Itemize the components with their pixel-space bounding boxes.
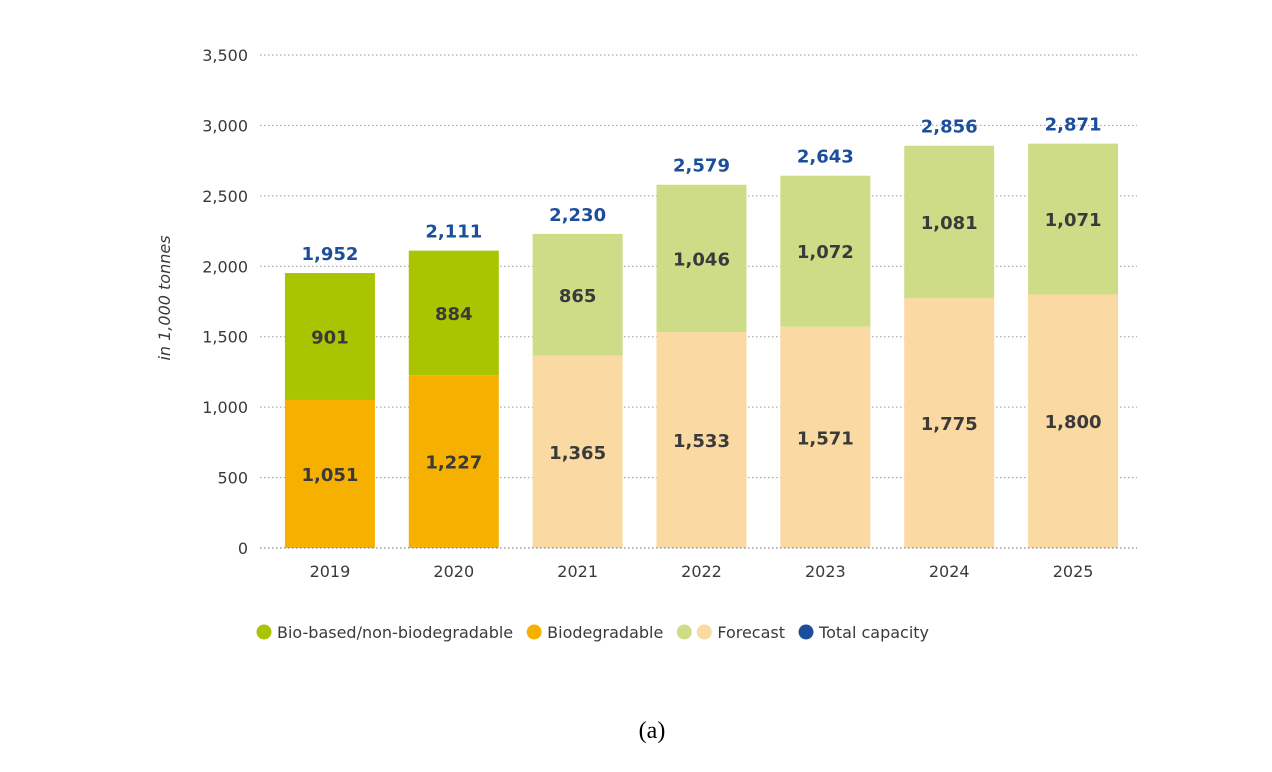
bar-bio-based bbox=[284, 273, 375, 400]
data-label-biodegradable: 1,775 bbox=[921, 414, 978, 435]
figure-caption: (a) bbox=[639, 718, 666, 744]
y-tick-label: 3,500 bbox=[202, 46, 248, 65]
bar-biodegradable bbox=[1028, 294, 1119, 548]
data-label-bio-based: 1,071 bbox=[1045, 210, 1102, 231]
legend-marker bbox=[798, 624, 814, 640]
legend-label: Forecast bbox=[717, 623, 785, 642]
legend-marker bbox=[676, 624, 692, 640]
y-axis-ticks: 0 500 1,000 1,500 2,000 2,500 3,000 3,500 bbox=[202, 46, 248, 558]
y-tick-label: 2,500 bbox=[202, 187, 248, 206]
bar-biodegradable bbox=[780, 326, 871, 548]
legend-marker bbox=[696, 624, 712, 640]
bar-biodegradable bbox=[532, 355, 623, 548]
data-label-biodegradable: 1,800 bbox=[1045, 412, 1102, 433]
y-tick-label: 2,000 bbox=[202, 257, 248, 276]
x-tick-label: 2025 bbox=[1053, 562, 1094, 581]
bar-biodegradable bbox=[656, 332, 747, 548]
data-label-total: 1,952 bbox=[301, 244, 358, 265]
x-tick-label: 2019 bbox=[310, 562, 351, 581]
legend: Bio-based/non-biodegradable Biodegradable… bbox=[256, 623, 929, 642]
x-tick-label: 2023 bbox=[805, 562, 846, 581]
legend-marker bbox=[526, 624, 542, 640]
data-label-total: 2,230 bbox=[549, 205, 606, 226]
x-axis-ticks: 2019 2020 2021 2022 2023 2024 2025 bbox=[310, 562, 1094, 581]
y-tick-label: 1,500 bbox=[202, 328, 248, 347]
data-label-biodegradable: 1,533 bbox=[673, 431, 730, 452]
bar-bio-based bbox=[656, 184, 747, 333]
y-tick-label: 1,000 bbox=[202, 398, 248, 417]
data-label-biodegradable: 1,051 bbox=[301, 465, 358, 486]
bars: 1,051 901 1,952 1,227 884 2,111 1,365 865 2,230 1… bbox=[284, 115, 1119, 548]
x-tick-label: 2024 bbox=[929, 562, 970, 581]
bar-bio-based bbox=[532, 233, 623, 356]
x-tick-label: 2020 bbox=[433, 562, 474, 581]
legend-label: Biodegradable bbox=[547, 623, 663, 642]
y-tick-label: 3,000 bbox=[202, 116, 248, 135]
x-tick-label: 2022 bbox=[681, 562, 722, 581]
data-label-total: 2,111 bbox=[425, 222, 482, 243]
legend-marker bbox=[256, 624, 272, 640]
y-tick-label: 500 bbox=[217, 469, 248, 488]
legend-label: Bio-based/non-biodegradable bbox=[277, 623, 513, 642]
legend-label: Total capacity bbox=[818, 623, 929, 642]
data-label-total: 2,871 bbox=[1045, 115, 1102, 136]
data-label-bio-based: 865 bbox=[559, 286, 597, 307]
data-label-total: 2,643 bbox=[797, 147, 854, 168]
data-label-bio-based: 901 bbox=[311, 328, 349, 349]
data-label-bio-based: 1,081 bbox=[921, 213, 978, 234]
bar-biodegradable bbox=[408, 375, 499, 548]
data-label-total: 2,579 bbox=[673, 156, 730, 177]
data-label-biodegradable: 1,227 bbox=[425, 453, 482, 474]
data-label-bio-based: 884 bbox=[435, 304, 473, 325]
bar-bio-based bbox=[904, 145, 995, 298]
data-label-biodegradable: 1,365 bbox=[549, 443, 606, 464]
x-tick-label: 2021 bbox=[557, 562, 598, 581]
data-label-bio-based: 1,072 bbox=[797, 242, 854, 263]
bar-bio-based bbox=[1028, 143, 1119, 295]
bar-bio-based bbox=[780, 175, 871, 327]
bar-bio-based bbox=[408, 250, 499, 376]
data-label-total: 2,856 bbox=[921, 117, 978, 138]
data-label-bio-based: 1,046 bbox=[673, 249, 730, 270]
bar-biodegradable bbox=[904, 297, 995, 548]
y-axis-label: in 1,000 tonnes bbox=[155, 235, 174, 360]
data-label-biodegradable: 1,571 bbox=[797, 428, 854, 449]
bar-biodegradable bbox=[284, 399, 375, 548]
y-tick-label: 0 bbox=[238, 539, 248, 558]
